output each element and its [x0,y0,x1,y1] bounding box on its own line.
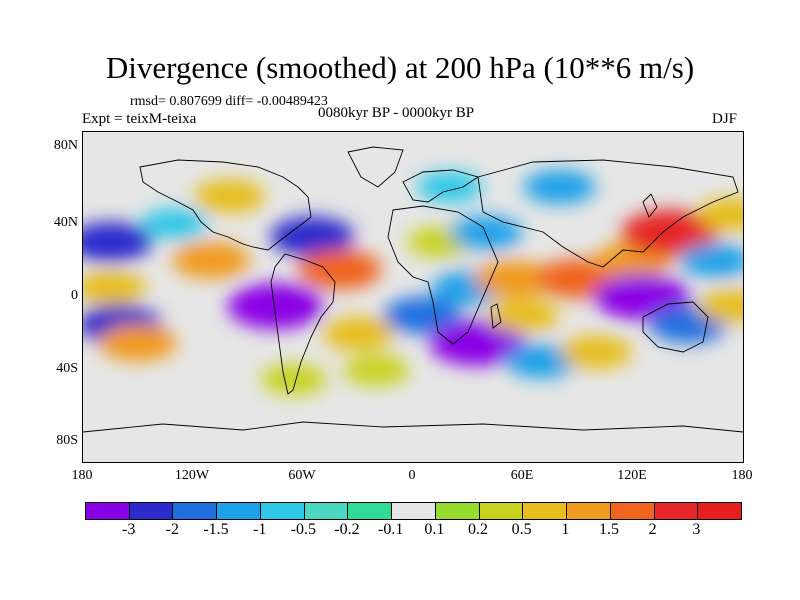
coast-australia [642,301,709,353]
coast-greenland [347,146,404,188]
divergence-blob [99,324,177,362]
colorbar-label: 1 [561,521,570,538]
colorbar-label: 0.5 [511,521,532,538]
colorbar-cell [173,503,218,519]
stats-label: rmsd= 0.807699 diff= -0.00489423 [130,94,328,109]
colorbar-cell [86,503,130,519]
season-label: DJF [712,111,738,127]
colorbar-cell [304,503,349,519]
divergence-blob [450,215,523,250]
x-tick-60w: 60W [288,468,316,483]
colorbar-cell [654,503,699,519]
divergence-blob [83,222,153,262]
colorbar-label: -1 [252,521,267,538]
divergence-field [83,170,743,395]
colorbar-label: 2 [648,521,657,538]
coast-africa [387,205,499,345]
divergence-blob [343,354,410,386]
y-tick-80n: 80N [53,138,78,153]
coast-north-america [139,159,312,251]
divergence-blob [260,364,327,395]
colorbar-cell [698,503,742,519]
colorbar-cell [348,503,393,519]
map-canvas [83,132,743,462]
divergence-blob [505,344,578,379]
colorbar-cell [610,503,655,519]
divergence-map [82,131,744,463]
colorbar-label: 1.5 [599,521,619,538]
colorbar-cell [217,503,261,519]
colorbar-cell [129,503,174,519]
y-tick-40s: 40S [56,361,78,376]
period-label: 0080kyr BP - 0000kyr BP [318,105,475,121]
divergence-blob [523,170,596,204]
x-tick-120w: 120W [174,468,210,483]
coast-south-america [270,253,336,395]
x-tick-0: 0 [408,468,416,483]
figure-title: Divergence (smoothed) at 200 hPa (10**6 … [105,50,695,85]
colorbar-cell [523,503,568,519]
divergence-blob [594,274,691,320]
divergence-blob [227,283,324,330]
colorbar-cell [567,503,611,519]
y-tick-40n: 40N [53,215,78,230]
divergence-blob [322,316,394,351]
colorbar-label: 0.2 [468,521,488,538]
divergence-blob [83,270,147,305]
colorbar-cell [392,503,436,519]
x-tick-180w: 180 [71,468,93,483]
divergence-blob [270,216,355,257]
divergence-blob [697,197,743,232]
coast-antarctica [83,421,743,433]
y-tick-0: 0 [71,288,78,303]
colorbar-cell [435,503,480,519]
divergence-blob [679,243,743,278]
divergence-blob [487,298,559,333]
x-tick-60e: 60E [510,468,534,483]
coast-europe [402,169,480,203]
x-tick-120e: 120E [617,468,647,483]
divergence-blob [697,289,743,324]
colorbar [85,502,742,520]
colorbar-label: -2 [165,521,179,538]
divergence-blob [383,296,462,334]
divergence-blob [141,208,208,240]
divergence-blob [172,241,251,279]
colorbar-label: -3 [121,521,136,538]
colorbar-label: 3 [692,521,701,538]
divergence-blob [560,335,633,369]
colorbar-cell [260,503,305,519]
colorbar-label: -1.5 [203,521,229,538]
coast-japan [642,193,658,218]
colorbar-label: -0.1 [377,521,404,538]
divergence-blob [429,319,526,366]
divergence-blob [193,179,266,214]
colorbar-label: -0.2 [334,521,360,538]
colorbar-label: -0.5 [290,521,316,538]
coastlines [83,146,743,433]
y-tick-80s: 80S [56,433,78,448]
colorbar-cell [479,503,524,519]
coast-asia [477,159,739,268]
divergence-blob [621,209,718,256]
coast-madagascar [490,303,502,329]
x-tick-180e: 180 [731,468,753,483]
colorbar-label: 0.1 [424,521,445,538]
divergence-blob [297,249,382,290]
experiment-label: Expt = teixM-teixa [82,111,197,127]
divergence-blob [416,171,483,203]
